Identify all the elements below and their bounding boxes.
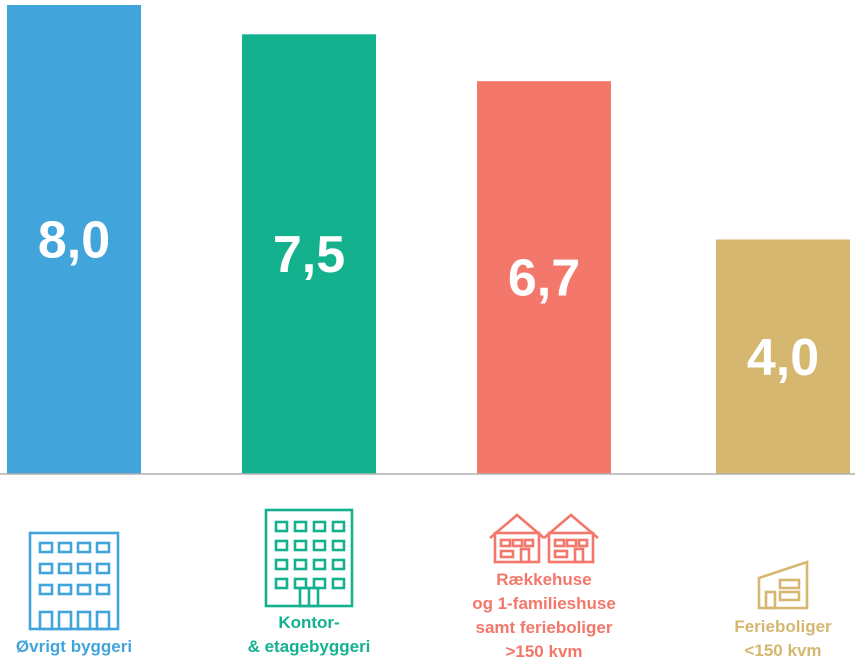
category-label-2: Kontor-& etagebyggeri (248, 613, 371, 656)
bar-1 (7, 5, 141, 474)
bar-value-label-4: 4,0 (747, 329, 819, 387)
bar-4 (716, 239, 850, 474)
bar-value-label-3: 6,7 (508, 250, 580, 308)
value-labels-group: 8,0 7,5 6,7 4,0 (38, 212, 819, 387)
office-building-icon (264, 508, 354, 608)
bar-2 (242, 34, 376, 474)
bar-3 (477, 81, 611, 475)
category-labels-group: Øvrigt byggeri Kontor-& etagebyggeri Række… (16, 570, 832, 661)
bar-value-label-2: 7,5 (273, 226, 345, 284)
holiday-house-icon (757, 560, 809, 610)
category-label-3: Rækkehuse og 1-familieshuse samt ferieboli… (472, 570, 616, 661)
category-label-4: Ferieboliger <150 kvm (734, 617, 832, 660)
row-houses-icon (489, 513, 599, 564)
apartment-building-icon (28, 531, 120, 631)
category-label-1: Øvrigt byggeri (16, 637, 132, 656)
bar-value-label-1: 8,0 (38, 212, 110, 270)
bars-group (7, 5, 850, 475)
